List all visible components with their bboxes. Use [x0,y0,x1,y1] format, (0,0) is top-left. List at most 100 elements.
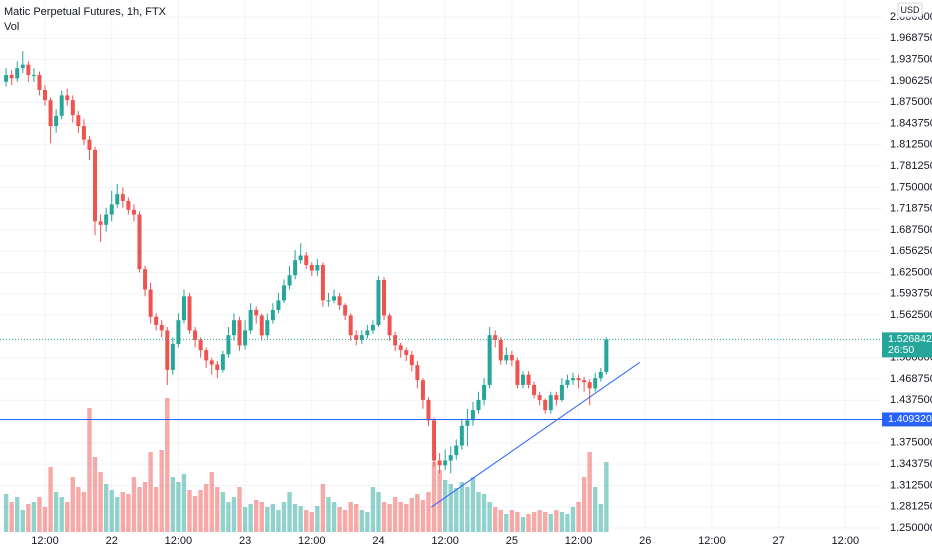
candle-body [76,115,81,127]
candle-body [426,399,431,421]
volume-bar [259,502,264,532]
candle-body [387,315,392,336]
candle-body [315,265,320,271]
x-tick-label: 24 [372,535,384,547]
y-tick-label: 1.9062500 [890,75,932,87]
candle-body [354,335,359,340]
volume-bar [87,408,92,532]
volume-bar [231,497,237,532]
volume-bar [509,510,515,532]
candle-body [470,410,475,421]
candle-body [537,395,542,400]
candle-body [120,194,125,201]
volume-bar [470,477,476,532]
candle-body [293,260,298,276]
candle-body [559,384,564,400]
volume-bar [176,482,181,532]
axes: 2.00000001.96875001.93750001.90625001.87… [31,11,932,547]
y-tick-label: 1.6875000 [890,224,932,236]
volume-bar [281,502,287,532]
volume-bar [15,497,20,532]
volume-bar [226,502,231,532]
volume-bar [398,502,403,532]
volume-bar [115,497,120,532]
time-axis [0,532,882,550]
countdown: 26:50 [888,344,914,356]
volume-bar [65,502,70,532]
candle-body [59,95,64,116]
candle-body [265,320,270,336]
volume-bar [26,504,31,532]
volume-bar [31,502,37,532]
volume-pane [3,398,609,532]
candle-body [226,335,231,355]
candle-body [420,380,425,400]
volume-bar [387,504,392,532]
volume-bar [331,502,337,532]
candle-body [254,309,259,316]
candle-body [148,289,153,317]
candle-body [570,378,575,381]
candle-body [359,335,364,340]
volume-bar [98,472,103,532]
volume-bar [442,480,448,532]
volume-bar [109,490,114,532]
candle-body [465,420,470,426]
volume-bar [81,492,87,532]
volume-bar [242,507,248,532]
price-axis [882,0,932,550]
candle-body [281,285,286,301]
y-tick-label: 1.9375000 [890,54,932,66]
x-tick-label: 23 [239,535,251,547]
y-tick-label: 1.2812500 [890,501,932,513]
volume-bar [454,488,459,532]
candle-body [543,399,548,411]
volume-bar [448,484,453,532]
volume-bar [431,462,437,532]
candle-body [443,460,448,466]
candle-body [309,265,314,271]
volume-bar [92,457,98,532]
candle-body [532,384,537,396]
currency: USD [900,5,920,15]
volume-bar [276,510,281,532]
volume-bar [426,492,431,532]
volume-bar [287,492,292,532]
volume-bar [70,477,76,532]
candle-body [37,74,42,90]
candle-body [131,209,136,215]
volume-bar [520,517,526,532]
volume-bar [526,514,531,532]
candle-body [515,360,520,385]
y-tick-label: 1.9687500 [890,32,932,44]
trendline [430,362,640,508]
volume-bar [315,506,320,532]
candle-body [70,100,75,116]
volume-bar [181,474,187,532]
candle-body [231,320,236,336]
volume-bar [209,472,214,532]
y-tick-label: 1.5937500 [890,288,932,300]
candle-body [81,126,86,140]
candle-body [587,382,592,389]
candle-body [604,339,609,372]
candle-body [337,296,342,306]
currency-box[interactable] [897,2,923,18]
candle-body [43,89,48,101]
volume-bar [465,487,470,532]
volume-bar [376,492,381,532]
candle-body [504,354,509,361]
candle-body [176,320,181,345]
volume-bar [42,507,48,532]
volume-bar [342,510,348,532]
candle-body [332,296,337,301]
volume-bar [348,502,353,532]
candle-body [487,335,492,385]
volume-bar [548,514,553,532]
volume-bar [3,494,9,532]
candle-body [237,320,242,346]
candle-body [343,305,348,316]
candle-body [454,445,459,456]
candle-body [370,324,375,331]
